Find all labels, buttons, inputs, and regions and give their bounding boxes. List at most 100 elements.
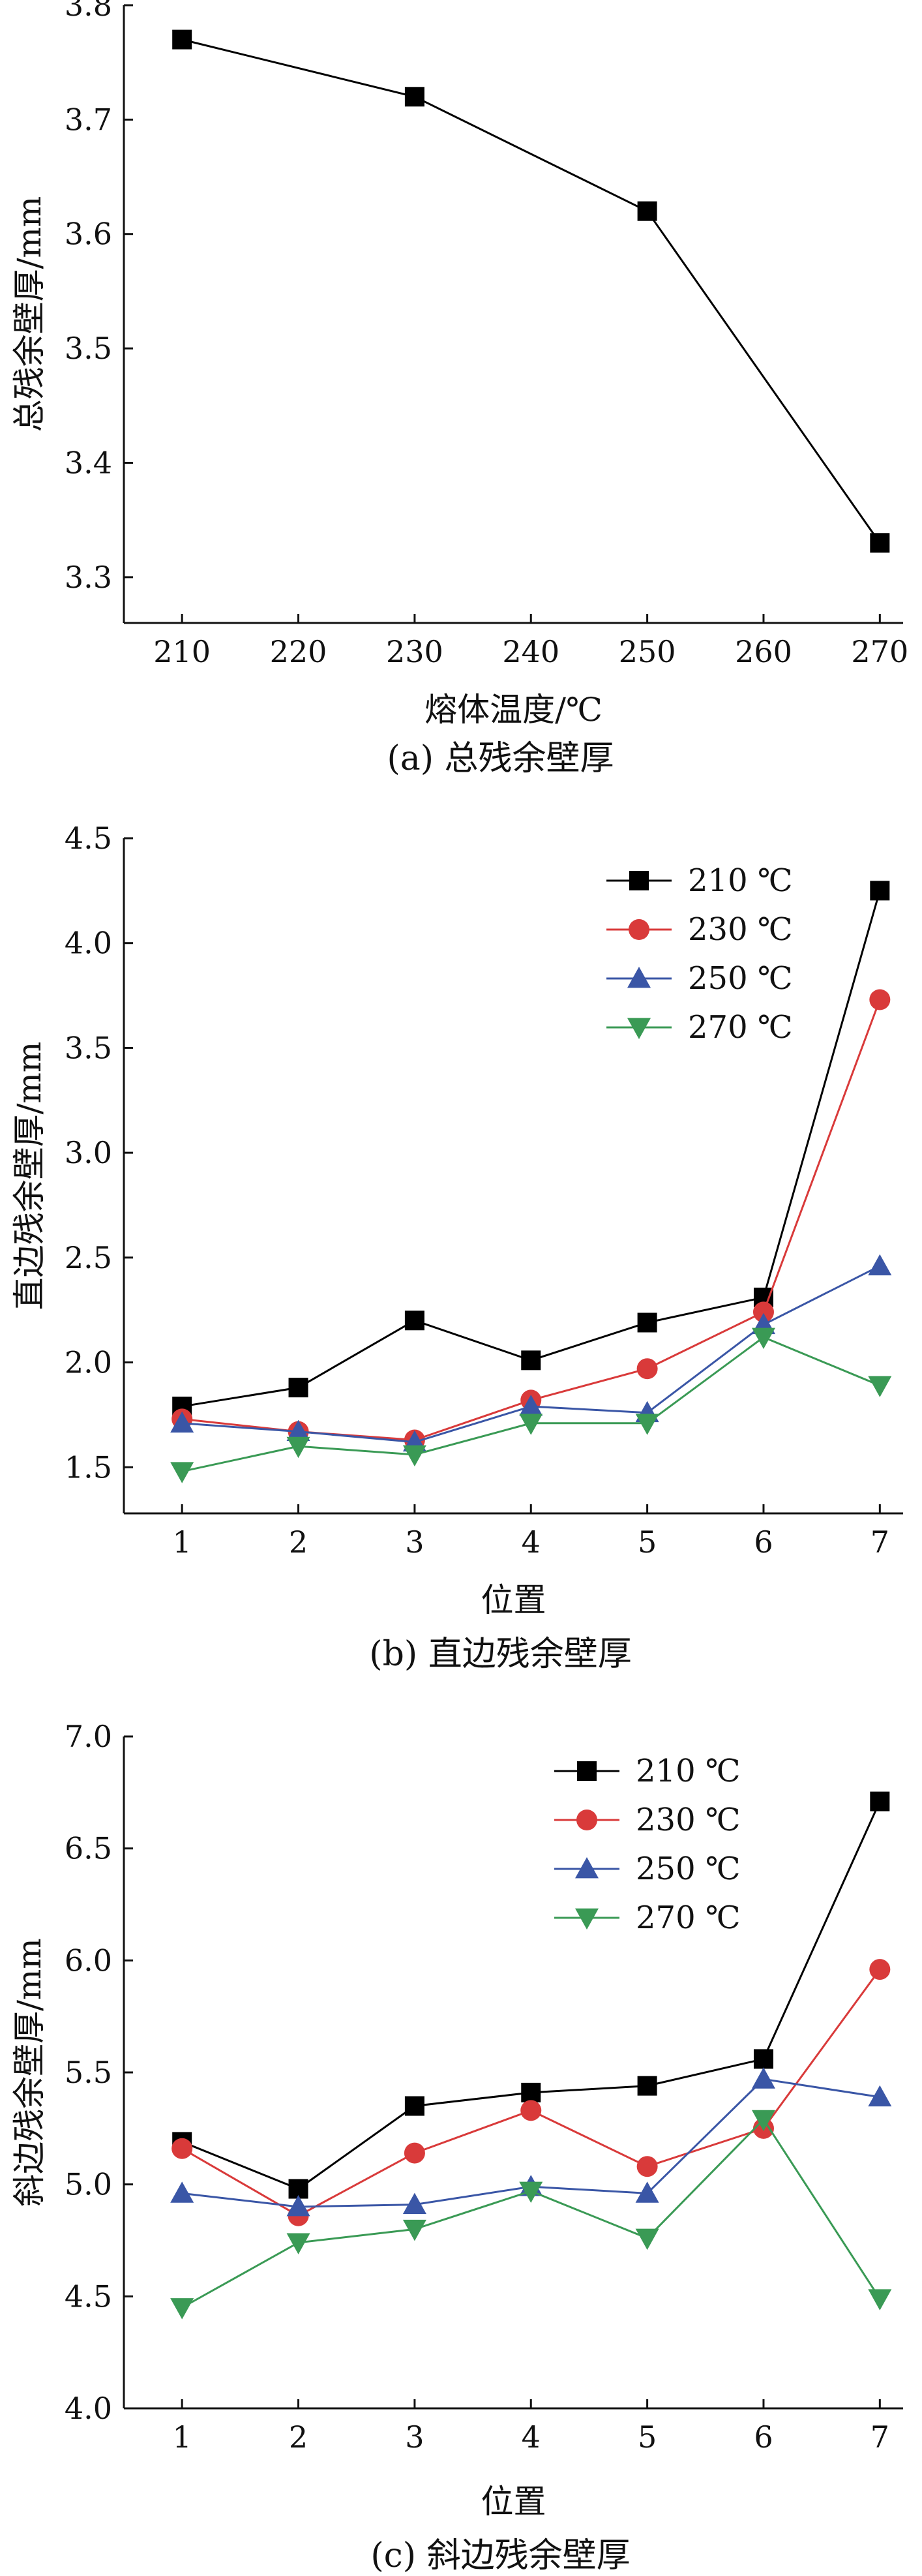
x-tick-label: 4 (522, 2419, 541, 2455)
data-point (751, 2110, 775, 2132)
legend-item: 210 ℃ (554, 1753, 741, 1789)
legend-item: 210 ℃ (606, 862, 793, 899)
chart-panel-1: 1.5 2.0 2.5 3.0 3.5 4.0 4.5 1 2 3 4 5 6 7 位置 直边残余壁厚/mm (… (10, 821, 903, 1674)
legend-item: 270 ℃ (554, 1900, 741, 1936)
data-point (869, 1959, 891, 1980)
x-tick-label: 240 (502, 634, 559, 669)
legend-marker (629, 919, 649, 940)
x-tick-label: 220 (270, 634, 327, 669)
legend-marker (627, 967, 651, 988)
data-point (751, 2067, 775, 2089)
data-point (635, 2228, 659, 2250)
legend-marker (627, 1018, 651, 1039)
chart-panel-0: 3.3 3.4 3.5 3.6 3.7 3.8 210 220 230 240 250 260 270 熔… (10, 0, 908, 778)
x-tick-label: 210 (153, 634, 211, 669)
data-point (751, 1327, 775, 1349)
y-tick-label: 3.3 (65, 560, 112, 595)
y-tick-label: 3.8 (65, 0, 112, 23)
data-point (519, 2181, 543, 2203)
data-point (286, 1436, 310, 1459)
data-point (172, 29, 192, 50)
legend-label: 270 ℃ (636, 1900, 741, 1936)
data-point (286, 2233, 310, 2254)
data-point (868, 2085, 892, 2107)
data-point (519, 1395, 543, 1416)
legend-item: 250 ℃ (606, 960, 793, 997)
data-point (170, 2298, 194, 2320)
y-tick-label: 3.5 (65, 331, 112, 366)
legend-label: 210 ℃ (636, 1753, 741, 1789)
data-point (637, 2076, 657, 2096)
y-tick-label: 6.0 (65, 1943, 112, 1978)
y-tick-label: 6.5 (65, 1831, 112, 1866)
data-point (870, 881, 890, 901)
legend-item: 230 ℃ (606, 911, 793, 948)
x-tick-label: 1 (173, 2419, 192, 2455)
data-point (402, 2219, 426, 2241)
data-point (870, 1791, 890, 1811)
data-point (869, 989, 891, 1010)
data-point (404, 2142, 425, 2164)
legend-item: 250 ℃ (554, 1851, 741, 1887)
y-tick-label: 7.0 (65, 1719, 112, 1754)
y-tick-label: 2.0 (65, 1345, 112, 1380)
data-point (868, 2289, 892, 2311)
panel-caption: (c) 斜边残余壁厚 (370, 2536, 630, 2575)
x-tick-label: 2 (289, 2419, 308, 2455)
data-point (636, 1358, 658, 1380)
x-axis-label: 熔体温度/℃ (424, 691, 602, 729)
legend-label: 250 ℃ (688, 960, 793, 997)
y-tick-label: 3.6 (65, 217, 112, 252)
x-tick-label: 6 (754, 2419, 773, 2455)
legend-label: 250 ℃ (636, 1851, 741, 1887)
legend-marker (575, 1908, 599, 1930)
data-point (286, 2195, 310, 2217)
y-tick-label: 4.5 (65, 821, 112, 856)
data-point (635, 1414, 659, 1435)
series-line-0 (181, 38, 881, 544)
legend-label: 230 ℃ (688, 911, 793, 948)
data-point (404, 87, 424, 107)
data-point (286, 1419, 310, 1442)
data-point (637, 201, 657, 221)
legend-item: 230 ℃ (554, 1802, 741, 1838)
legend-item: 270 ℃ (606, 1009, 793, 1046)
series-line-3 (181, 2117, 881, 2309)
x-tick-label: 250 (619, 634, 676, 669)
data-point (288, 1378, 308, 1398)
data-point (170, 1411, 194, 1433)
data-point (752, 1301, 774, 1323)
data-point (402, 2192, 426, 2214)
data-point (637, 1312, 657, 1333)
x-tick-label: 7 (870, 1524, 889, 1560)
x-tick-label: 3 (405, 1524, 424, 1560)
data-point (870, 533, 890, 553)
y-tick-label: 4.0 (65, 2391, 112, 2426)
data-point (635, 2181, 659, 2203)
x-axis-label: 位置 (481, 2483, 546, 2521)
x-tick-label: 5 (638, 2419, 657, 2455)
data-point (636, 2156, 658, 2177)
y-tick-label: 2.5 (65, 1240, 112, 1275)
series-line-1 (182, 999, 881, 1442)
y-tick-label: 3.5 (65, 1030, 112, 1065)
y-tick-label: 3.0 (65, 1135, 112, 1170)
x-tick-label: 3 (405, 2419, 424, 2455)
x-tick-label: 270 (851, 634, 908, 669)
data-point (404, 1311, 424, 1331)
x-axis-label: 位置 (481, 1581, 546, 1619)
panel-caption: (a) 总残余壁厚 (387, 739, 614, 778)
x-tick-label: 2 (289, 1524, 308, 1560)
x-tick-label: 230 (386, 634, 443, 669)
y-tick-label: 3.7 (65, 102, 112, 137)
y-tick-label: 5.0 (65, 2167, 112, 2202)
x-tick-label: 260 (735, 634, 792, 669)
data-point (868, 1376, 892, 1397)
legend-label: 230 ℃ (636, 1802, 741, 1838)
data-point (520, 2100, 542, 2121)
data-point (171, 2138, 193, 2159)
legend-marker (577, 1761, 597, 1781)
y-tick-label: 1.5 (65, 1449, 112, 1485)
legend-marker (629, 871, 649, 890)
data-point (402, 1445, 426, 1466)
